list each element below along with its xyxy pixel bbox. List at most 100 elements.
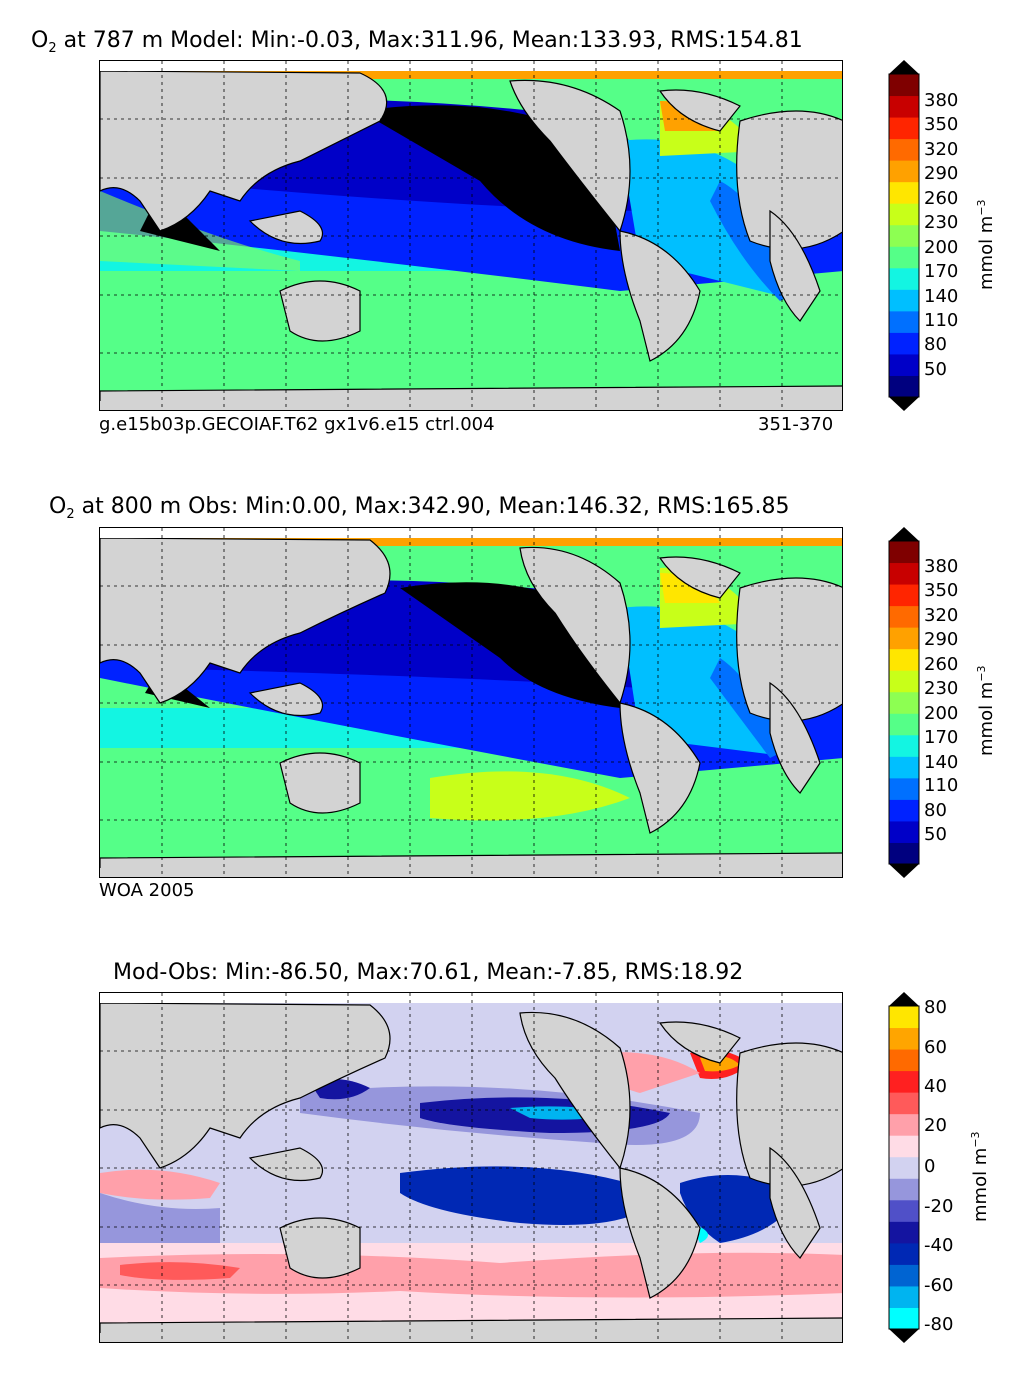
colorbar-segment bbox=[889, 777, 919, 800]
panel3-unit-label: mmol m−3 bbox=[969, 1131, 991, 1222]
colorbar-segment bbox=[889, 1242, 919, 1265]
colorbar-segment bbox=[889, 160, 919, 183]
colorbar-segment bbox=[889, 541, 919, 564]
panel3-tick: 60 bbox=[924, 1037, 947, 1058]
panel2-title-o2: O2 bbox=[49, 494, 75, 522]
panel1-unit-label: mmol m−3 bbox=[975, 199, 997, 290]
panel2-colorbar bbox=[888, 527, 920, 878]
colorbar-segment bbox=[889, 605, 919, 628]
panel2-tick: 140 bbox=[924, 752, 959, 773]
panel3-tick: 80 bbox=[924, 997, 947, 1018]
colorbar-segment bbox=[889, 375, 919, 398]
colorbar-segment bbox=[889, 181, 919, 204]
panel2-tick: 50 bbox=[924, 824, 947, 845]
panel1-tick: 50 bbox=[924, 359, 947, 380]
panel2-map bbox=[99, 527, 843, 878]
panel2-tick: 380 bbox=[924, 556, 959, 577]
colorbar-segment bbox=[889, 1199, 919, 1222]
colorbar-extend-low bbox=[889, 864, 919, 878]
panel1-tick: 140 bbox=[924, 286, 959, 307]
panel3-title-text: Mod-Obs: Min:-86.50, Max:70.61, Mean:-7.… bbox=[113, 960, 744, 985]
colorbar-segment bbox=[889, 332, 919, 355]
panel2-tick: 290 bbox=[924, 629, 959, 650]
panel2-tick: 110 bbox=[924, 775, 959, 796]
colorbar-segment bbox=[889, 842, 919, 865]
panel2-tick: 350 bbox=[924, 580, 959, 601]
colorbar-segment bbox=[889, 1135, 919, 1158]
colorbar-frame bbox=[888, 73, 920, 398]
panel1-tick: 260 bbox=[924, 188, 959, 209]
colorbar-segment bbox=[889, 1156, 919, 1179]
colorbar-segment bbox=[889, 1307, 919, 1330]
panel3-tick: 0 bbox=[924, 1156, 936, 1177]
panel3-tick: -60 bbox=[924, 1275, 954, 1296]
colorbar-segment bbox=[889, 1092, 919, 1115]
colorbar-segment bbox=[889, 691, 919, 714]
panel2-tick: 80 bbox=[924, 800, 947, 821]
colorbar-segment bbox=[889, 74, 919, 97]
panel1-title-text: at 787 m Model: Min:-0.03, Max:311.96, M… bbox=[56, 28, 803, 53]
panel3-map bbox=[99, 992, 843, 1343]
colorbar-segment bbox=[889, 670, 919, 693]
panel1-title-o2: O2 bbox=[31, 28, 57, 56]
colorbar-segment bbox=[889, 353, 919, 376]
colorbar-segment bbox=[889, 310, 919, 333]
colorbar-extend-high bbox=[889, 527, 919, 541]
panel3-tick: -80 bbox=[924, 1314, 954, 1335]
panel2-tick: 320 bbox=[924, 605, 959, 626]
panel2-source-label: WOA 2005 bbox=[99, 880, 195, 901]
colorbar-frame bbox=[888, 540, 920, 865]
colorbar-segment bbox=[889, 1070, 919, 1093]
colorbar-segment bbox=[889, 1113, 919, 1136]
colorbar-segment bbox=[889, 138, 919, 161]
colorbar-extend-high bbox=[889, 992, 919, 1006]
panel2-tick: 170 bbox=[924, 727, 959, 748]
panel2-tick: 260 bbox=[924, 654, 959, 675]
colorbar-segment bbox=[889, 820, 919, 843]
panel1-tick: 80 bbox=[924, 334, 947, 355]
colorbar-segment bbox=[889, 1221, 919, 1244]
panel1-map bbox=[99, 60, 843, 411]
panel1-case-label: g.e15b03p.GECOIAF.T62 gx1v6.e15 ctrl.004 bbox=[99, 414, 495, 435]
colorbar-segment bbox=[889, 224, 919, 247]
colorbar-extend-low bbox=[889, 397, 919, 411]
panel1-tick: 290 bbox=[924, 163, 959, 184]
panel3-tick: -40 bbox=[924, 1235, 954, 1256]
colorbar-segment bbox=[889, 562, 919, 585]
panel1-title: O2 at 787 m Model: Min:-0.03, Max:311.96… bbox=[31, 28, 803, 56]
colorbar-extend-low bbox=[889, 1329, 919, 1343]
panel3-tick: 40 bbox=[924, 1076, 947, 1097]
colorbar-segment bbox=[889, 289, 919, 312]
panel1-years-label: 351-370 bbox=[758, 414, 834, 435]
colorbar-extend-high bbox=[889, 60, 919, 74]
panel2-unit-label: mmol m−3 bbox=[975, 665, 997, 756]
panel3-title: Mod-Obs: Min:-86.50, Max:70.61, Mean:-7.… bbox=[113, 960, 743, 985]
colorbar-segment bbox=[889, 95, 919, 118]
panel1-colorbar bbox=[888, 60, 920, 411]
colorbar-segment bbox=[889, 267, 919, 290]
panel3-tick: -20 bbox=[924, 1196, 954, 1217]
panel2-tick: 230 bbox=[924, 678, 959, 699]
panel2-tick: 200 bbox=[924, 703, 959, 724]
colorbar-segment bbox=[889, 1006, 919, 1029]
panel1-tick: 230 bbox=[924, 212, 959, 233]
colorbar-segment bbox=[889, 246, 919, 269]
colorbar-segment bbox=[889, 799, 919, 822]
panel3-tick: 20 bbox=[924, 1115, 947, 1136]
panel1-tick: 380 bbox=[924, 90, 959, 111]
panel3-colorbar bbox=[888, 992, 920, 1343]
colorbar-segment bbox=[889, 627, 919, 650]
colorbar-segment bbox=[889, 734, 919, 757]
colorbar-segment bbox=[889, 1285, 919, 1308]
colorbar-segment bbox=[889, 1264, 919, 1287]
colorbar-segment bbox=[889, 713, 919, 736]
panel1-tick: 350 bbox=[924, 114, 959, 135]
colorbar-segment bbox=[889, 1178, 919, 1201]
panel1-tick: 200 bbox=[924, 237, 959, 258]
colorbar-segment bbox=[889, 1049, 919, 1072]
colorbar-segment bbox=[889, 117, 919, 140]
panel1-tick: 320 bbox=[924, 139, 959, 160]
colorbar-segment bbox=[889, 203, 919, 226]
panel1-tick: 170 bbox=[924, 261, 959, 282]
colorbar-segment bbox=[889, 1027, 919, 1050]
